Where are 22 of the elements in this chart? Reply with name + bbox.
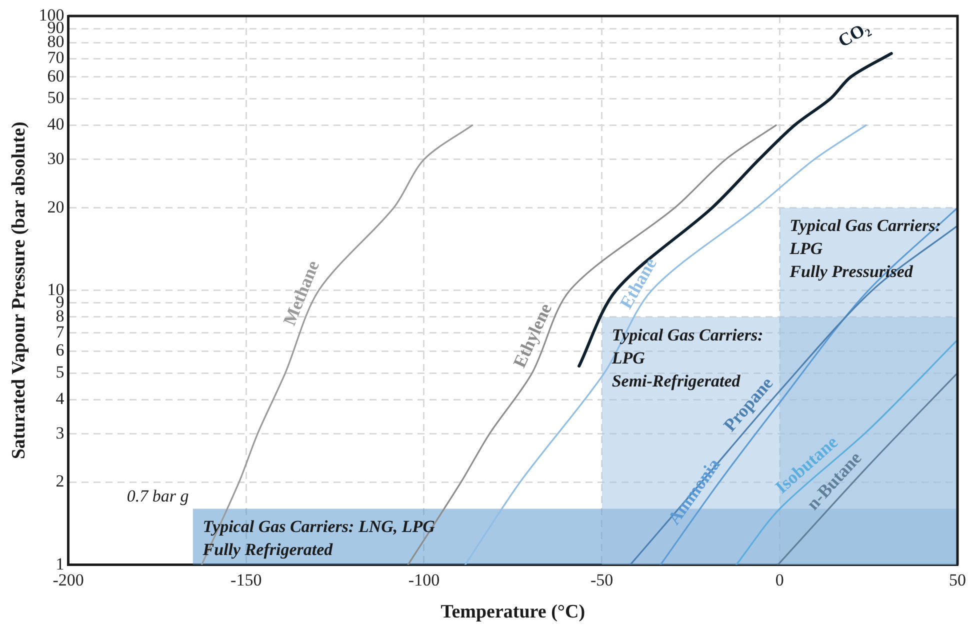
series-label: Typical Gas Carriers: LNG, LPG Fully Refrigerated: [202, 517, 436, 560]
y-tick-label: 3: [56, 423, 64, 442]
y-axis-title: Saturated Vapour Pressure (bar absolute): [8, 122, 30, 460]
x-tick-label: -100: [408, 570, 440, 590]
x-tick-label: 0: [775, 570, 784, 590]
line-series: [200, 124, 474, 565]
y-tick-label: 6: [56, 340, 64, 360]
y-tick-label: 30: [47, 148, 64, 168]
x-axis-title: Temperature (°C): [440, 602, 586, 623]
y-tick-label: 60: [47, 66, 64, 86]
x-tick-label: 50: [949, 570, 966, 590]
annotation: 0.7 bar g: [126, 486, 189, 506]
x-tick-label: -50: [590, 570, 614, 590]
y-tick-label: 4: [56, 389, 65, 408]
x-tick-label: -150: [230, 570, 262, 590]
y-tick-label: 7: [56, 322, 65, 342]
y-tick-label: 50: [47, 88, 64, 108]
y-tick-label: 40: [47, 114, 64, 134]
text: CO₂: [834, 17, 873, 51]
y-tick-label: 2: [56, 472, 64, 491]
y-tick-label: 20: [47, 197, 64, 216]
y-tick-label: 5: [56, 362, 64, 382]
